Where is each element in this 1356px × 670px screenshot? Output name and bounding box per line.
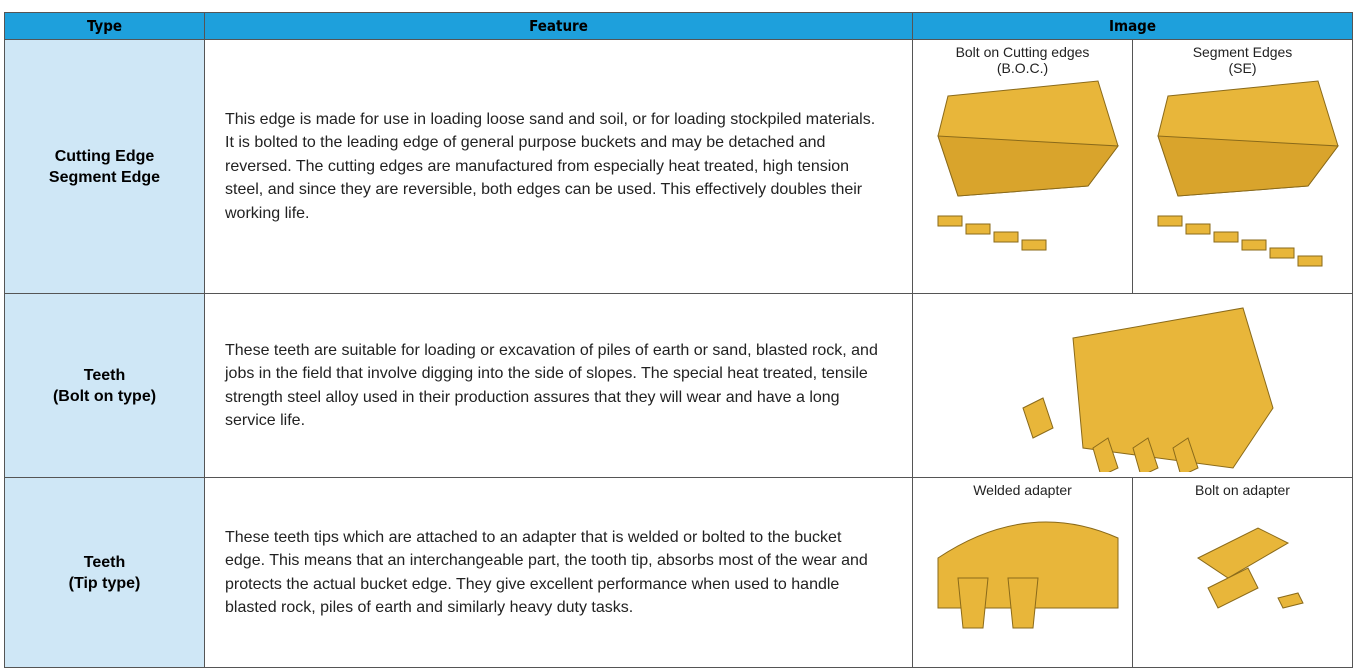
image-group: Welded adapter Bolt on adapter: [913, 478, 1352, 667]
image-panel: Welded adapter: [913, 478, 1132, 667]
shape: [1071, 307, 1274, 469]
image-panel: Segment Edges (SE): [1132, 40, 1352, 293]
table-row: Teeth (Bolt on type) These teeth are suita…: [4, 293, 1353, 478]
type-line: Cutting Edge: [54, 147, 155, 165]
header-row: Type Feature Image: [4, 12, 1353, 40]
image-cell: Bolt on Cutting edges (B.O.C.) Segment Edg…: [912, 39, 1353, 294]
parts-table: Type Feature Image Cutting Edge Segment Edg…: [4, 12, 1353, 668]
shape: [965, 223, 990, 235]
type-line: Teeth: [83, 366, 126, 384]
image-cell: Welded adapter Bolt on adapter: [912, 477, 1353, 668]
illustration: [1196, 527, 1304, 609]
type-line: Segment Edge: [48, 168, 161, 186]
shape: [1206, 567, 1259, 609]
column-header: Type: [4, 12, 205, 40]
image-group: Bolt on Cutting edges (B.O.C.) Segment Edg…: [913, 40, 1352, 293]
illustration: [1156, 80, 1339, 267]
image-caption: Bolt on Cutting edges: [955, 44, 1090, 60]
image-caption: Welded adapter: [973, 482, 1072, 498]
illustration: [937, 521, 1118, 629]
table-body: Cutting Edge Segment Edge This edge is mad…: [4, 39, 1353, 668]
shape: [993, 231, 1018, 243]
type-cell: Cutting Edge Segment Edge: [4, 39, 205, 294]
shape: [1157, 215, 1182, 227]
illustration: [936, 80, 1119, 251]
type-line: Teeth: [83, 553, 126, 571]
type-cell: Teeth (Bolt on type): [4, 293, 205, 478]
type-line: (Bolt on type): [52, 387, 157, 405]
table-row: Teeth (Tip type) These teeth tips which ar…: [4, 477, 1353, 668]
feature-cell: This edge is made for use in loading loo…: [204, 39, 913, 294]
shape: [937, 215, 962, 227]
shape: [1185, 223, 1210, 235]
shape: [1196, 527, 1289, 579]
page: Type Feature Image Cutting Edge Segment Edg…: [4, 12, 1353, 668]
shape: [1276, 592, 1304, 609]
image-caption: (SE): [1228, 60, 1257, 76]
illustration: [1021, 307, 1274, 477]
shape: [1006, 577, 1039, 629]
feature-cell: These teeth tips which are attached to a…: [204, 477, 913, 668]
shape: [1021, 397, 1054, 439]
image-panel: Bolt on adapter: [1132, 478, 1352, 667]
type-line: (Tip type): [68, 574, 141, 592]
shape: [1241, 239, 1266, 251]
shape: [936, 135, 1119, 197]
image-caption: (B.O.C.): [996, 60, 1049, 76]
column-header: Feature: [204, 12, 913, 40]
shape: [1091, 437, 1119, 477]
type-cell: Teeth (Tip type): [4, 477, 205, 668]
table-row: Cutting Edge Segment Edge This edge is mad…: [4, 39, 1353, 294]
shape: [1213, 231, 1238, 243]
shape: [1021, 239, 1046, 251]
shape: [956, 577, 989, 629]
shape: [1131, 437, 1159, 477]
image-panel: Bolt on Cutting edges (B.O.C.): [913, 40, 1132, 293]
image-caption: Bolt on adapter: [1195, 482, 1290, 498]
shape: [1156, 135, 1339, 197]
feature-cell: These teeth are suitable for loading or …: [204, 293, 913, 478]
shape: [1171, 437, 1199, 477]
image-group: [913, 294, 1352, 477]
shape: [1269, 247, 1294, 259]
image-cell: [912, 293, 1353, 478]
column-header: Image: [912, 12, 1353, 40]
image-panel: [913, 294, 1352, 477]
shape: [1297, 255, 1322, 267]
image-caption: Segment Edges: [1192, 44, 1293, 60]
